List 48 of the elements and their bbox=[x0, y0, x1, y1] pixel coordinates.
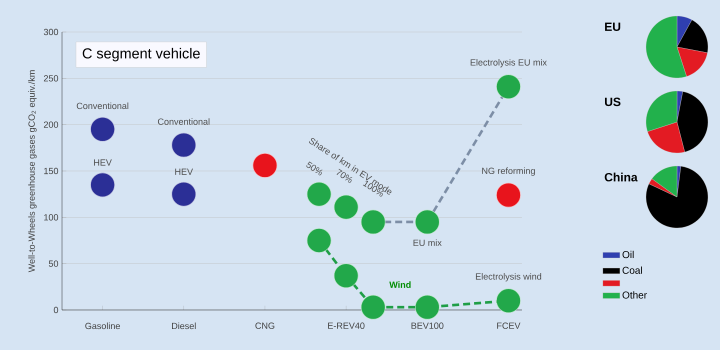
point bbox=[171, 132, 196, 158]
point bbox=[414, 210, 440, 234]
point bbox=[306, 182, 332, 206]
annotation: HEV bbox=[175, 168, 193, 175]
text: C segment vehicle bbox=[82, 48, 200, 62]
annotation: HEV bbox=[94, 159, 112, 166]
annotation: Conventional bbox=[76, 102, 128, 110]
x-tick-label: FCEV bbox=[497, 322, 520, 329]
annotation: Electrolysis wind bbox=[476, 273, 542, 282]
chart-title: China bbox=[604, 172, 638, 182]
annotation: Wind bbox=[389, 281, 411, 288]
point bbox=[496, 288, 521, 314]
x-tick-label: BEV100 bbox=[412, 322, 444, 329]
point bbox=[360, 294, 386, 320]
point bbox=[496, 182, 521, 208]
point bbox=[90, 172, 115, 198]
point bbox=[496, 74, 521, 99]
point bbox=[171, 182, 196, 206]
y-tick-label: 250 bbox=[44, 75, 58, 82]
point bbox=[306, 228, 332, 253]
annotation: NG reforming bbox=[482, 167, 535, 176]
annotation: Electrolysis EU mix bbox=[470, 58, 547, 68]
point bbox=[334, 263, 358, 288]
chart-title: US bbox=[604, 98, 620, 106]
y-tick-label: 200 bbox=[44, 121, 58, 128]
point bbox=[334, 194, 358, 220]
y-tick-label: 50 bbox=[48, 260, 58, 267]
x-tick-label: Diesel bbox=[172, 322, 196, 330]
annotation: EU mix bbox=[414, 239, 442, 246]
annotation: 50% bbox=[306, 161, 323, 176]
point bbox=[360, 210, 386, 234]
y-axis-title: Well-to-Wheels greenhouse gases gCO$_{2}$ equiv./km bbox=[28, 70, 37, 272]
annotation: 70% bbox=[336, 168, 352, 183]
x-tick-label: E-REV40 bbox=[328, 322, 365, 329]
point bbox=[414, 294, 440, 320]
y-tick-label: 300 bbox=[44, 28, 58, 36]
y-tick-label: 150 bbox=[44, 168, 58, 174]
x-tick-label: Gasoline bbox=[85, 322, 120, 330]
chart-title: EU bbox=[605, 22, 620, 31]
annotation: Conventional bbox=[158, 118, 210, 125]
x-tick-label: CNG bbox=[255, 322, 274, 329]
y-tick-label: 100 bbox=[44, 214, 58, 221]
point bbox=[252, 153, 278, 178]
y-tick-label: 0 bbox=[54, 306, 58, 314]
point bbox=[90, 116, 115, 142]
legend-label: Oil bbox=[622, 250, 634, 258]
legend-label: Coal bbox=[622, 266, 642, 274]
legend-label: Other bbox=[622, 291, 647, 299]
